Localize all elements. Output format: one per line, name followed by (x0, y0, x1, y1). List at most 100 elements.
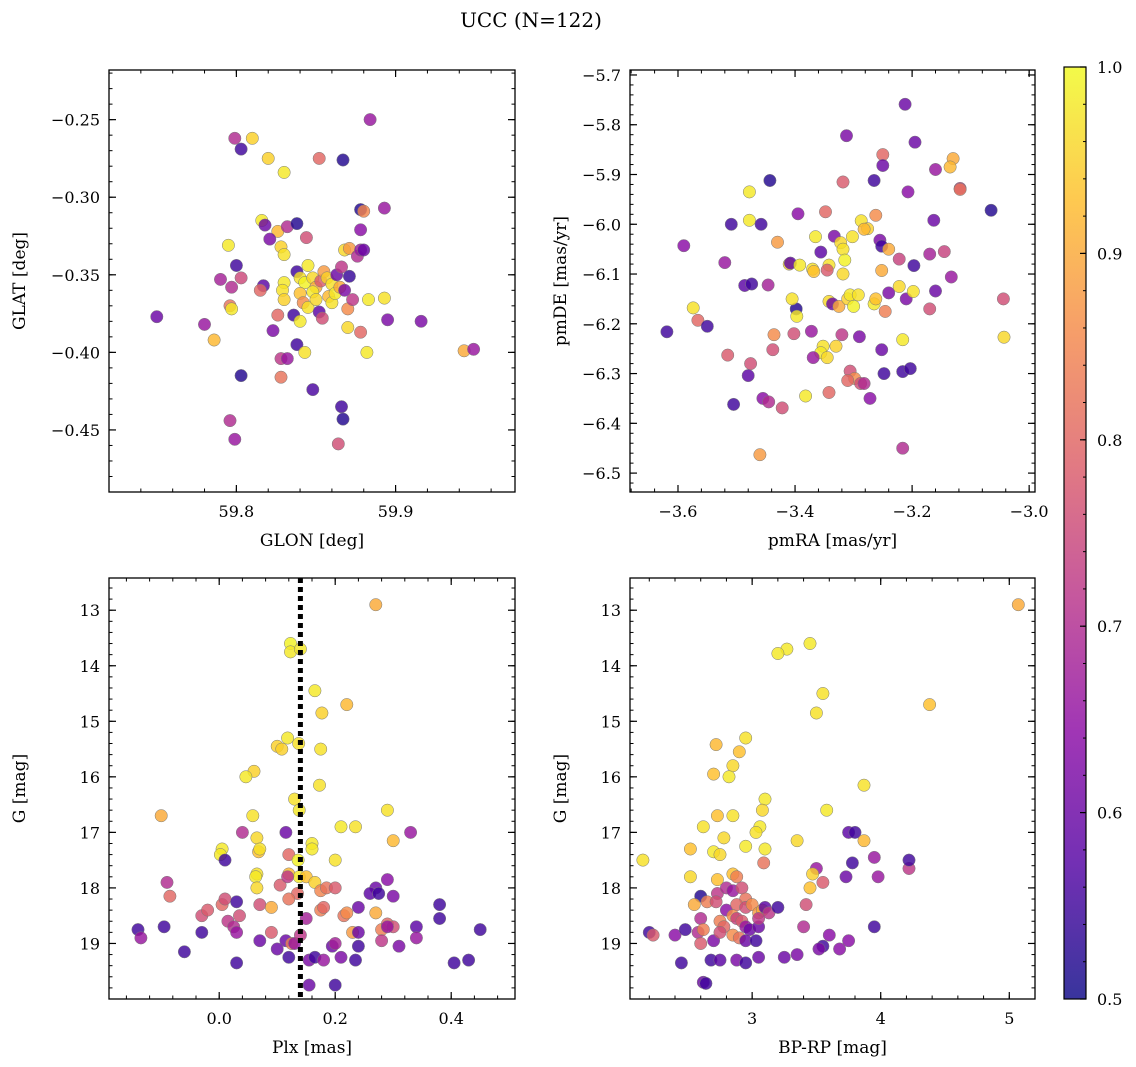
data-point (636, 853, 650, 867)
y-axis-label: pmDE [mas/yr] (551, 216, 571, 346)
panel-bprp-g: 3 4 5 13 14 15 16 17 18 19 BP-RP [mag] G [mag] (551, 577, 1036, 1058)
data-point (340, 906, 354, 920)
data-point (832, 299, 846, 313)
data-point (433, 912, 447, 925)
data-point (717, 831, 731, 845)
data-point (754, 217, 768, 231)
data-point (683, 842, 697, 856)
data-point (308, 684, 322, 698)
data-point (892, 280, 906, 293)
data-point (809, 706, 823, 720)
data-point (696, 923, 710, 937)
data-point (996, 292, 1010, 306)
y-tick-label: −5.7 (582, 66, 621, 85)
data-point (812, 942, 826, 956)
data-point (381, 313, 395, 327)
data-point (878, 304, 892, 318)
data-point (380, 873, 394, 887)
data-point (898, 97, 912, 111)
data-point (223, 414, 237, 428)
data-point (354, 325, 368, 339)
data-point (790, 948, 804, 962)
data-point (263, 232, 277, 246)
data-point (845, 230, 859, 244)
data-point (882, 242, 896, 256)
colorbar-tick-label: 0.9 (1097, 244, 1122, 263)
x-tick-label: 5 (1004, 1009, 1014, 1028)
data-point (848, 825, 862, 839)
data-point (819, 205, 832, 219)
data-point (1011, 598, 1025, 612)
data-point (230, 956, 244, 970)
data-point (377, 291, 391, 305)
data-point (246, 809, 260, 823)
data-point (836, 175, 850, 189)
data-point (357, 204, 371, 218)
x-tick-label: 59.9 (378, 502, 414, 521)
y-axis-label: G [mag] (551, 754, 571, 823)
data-point (309, 293, 323, 307)
data-point (150, 310, 164, 324)
data-point (195, 925, 209, 939)
y-tick-label: 17 (601, 823, 621, 842)
data-point (771, 235, 784, 249)
data-point (225, 302, 239, 316)
data-point (363, 113, 377, 127)
data-point (833, 942, 847, 956)
data-point (686, 301, 700, 315)
data-point (710, 809, 724, 823)
x-tick-label: 3 (747, 1009, 757, 1028)
axes-frame (108, 577, 516, 1000)
x-tick-label: −3.0 (1010, 502, 1049, 521)
data-point (279, 825, 293, 839)
data-point (901, 185, 915, 199)
y-tick-label: 14 (80, 657, 100, 676)
data-point (317, 953, 331, 967)
data-point (820, 351, 834, 365)
data-point (694, 912, 708, 925)
data-point (749, 934, 763, 948)
data-point (867, 174, 881, 187)
data-point (923, 698, 937, 712)
data-point (807, 265, 821, 278)
y-tick-label: 13 (601, 601, 621, 620)
y-tick-label: −6.1 (582, 265, 621, 284)
data-point (298, 345, 312, 359)
data-point (722, 770, 736, 784)
data-point (290, 217, 304, 231)
data-point (253, 898, 267, 912)
data-point (375, 934, 389, 948)
data-point (806, 351, 820, 365)
data-point (341, 321, 355, 334)
data-point (230, 895, 244, 909)
data-point (908, 135, 922, 149)
colorbar-tick-label: 0.8 (1097, 431, 1122, 450)
data-point (803, 881, 817, 895)
x-tick-label: −3.6 (659, 502, 698, 521)
data-point (943, 160, 957, 174)
data-point (761, 278, 775, 292)
data-point (315, 311, 329, 325)
data-point (691, 313, 705, 327)
data-point (869, 208, 883, 222)
data-point (253, 283, 267, 297)
data-point (274, 370, 288, 384)
y-tick-label: 17 (80, 823, 100, 842)
data-point (745, 277, 759, 291)
data-point (331, 437, 345, 451)
data-point (314, 742, 328, 756)
y-tick-label: 15 (601, 712, 621, 731)
data-point (713, 953, 727, 967)
data-point (735, 881, 749, 895)
data-point (787, 327, 801, 341)
data-point (414, 314, 428, 328)
data-point (791, 207, 805, 221)
data-point (694, 937, 708, 950)
x-axis-label: BP-RP [mag] (778, 1038, 887, 1058)
data-point (288, 792, 302, 806)
data-point (377, 201, 391, 215)
axes-frame (108, 69, 516, 493)
data-point (683, 870, 697, 884)
data-point (713, 925, 727, 939)
data-point (258, 218, 272, 232)
